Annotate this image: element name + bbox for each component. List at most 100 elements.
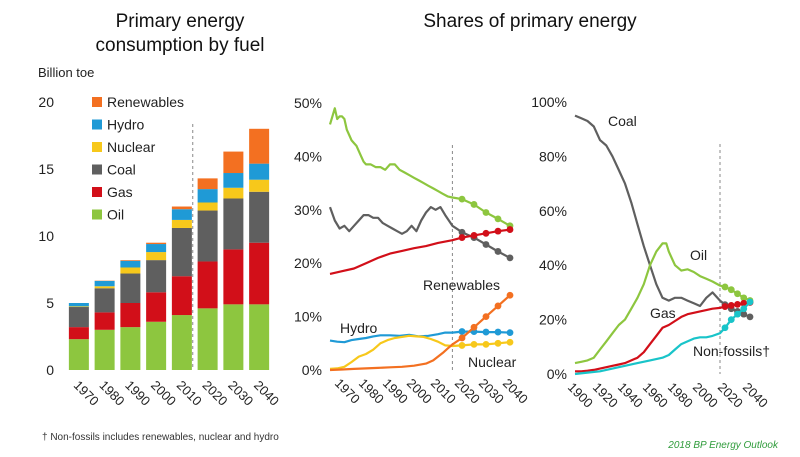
bar-segment-gas-1980 [94, 312, 115, 330]
bar-segment-gas-2040 [249, 242, 270, 305]
bar-segment-gas-2010 [171, 276, 192, 316]
bar-segment-oil-2030 [223, 304, 244, 370]
y-tick-label: 40% [539, 257, 567, 273]
x-tick-label: 1900 [565, 380, 596, 411]
bar-segment-hydro-1970 [68, 303, 89, 307]
y-tick-label: 20 [38, 94, 54, 110]
series-line-oil [574, 242, 751, 365]
bar-segment-renewables-2030 [223, 151, 244, 174]
bar-segment-gas-2030 [223, 249, 244, 305]
series-label-nuclear: Nuclear [468, 354, 517, 370]
series-line-oil [328, 107, 511, 227]
bar-segment-renewables-2000 [146, 242, 167, 245]
point-coal-2040 [746, 313, 754, 321]
bar-segment-renewables-2040 [249, 128, 270, 164]
bar-segment-renewables-2010 [171, 206, 192, 210]
unit-label: Billion toe [38, 65, 95, 80]
legend-swatch-renewables [92, 97, 102, 107]
bar-segment-coal-1970 [68, 307, 89, 328]
bar-segment-oil-1970 [68, 339, 89, 370]
bar-segment-coal-2010 [171, 227, 192, 277]
bar-segment-renewables-2020 [197, 178, 218, 190]
y-tick-label: 30% [294, 202, 322, 218]
point-oil-2035 [740, 294, 748, 302]
bar-segment-hydro-2030 [223, 173, 244, 188]
series-line-gas [575, 301, 751, 373]
bar-segment-nuclear-1990 [120, 267, 141, 274]
point-oil-2030 [482, 209, 490, 216]
point-nonfossils-2020 [721, 324, 729, 332]
bar-segment-oil-2010 [171, 315, 192, 370]
bar-segment-oil-1980 [94, 329, 115, 370]
bar-segment-nuclear-1970 [68, 306, 89, 308]
series-label-non-fossils: Non-fossils† [693, 343, 770, 359]
bar-segment-coal-1990 [120, 273, 141, 303]
line-chart-shares-1965-2040: 0% 10% 20% 30% 40% 50% 19701980199020002010202… [294, 95, 531, 407]
y-tick-label: 60% [539, 203, 567, 219]
point-nonfossils-2035 [740, 305, 748, 313]
x-tick-label: 2040 [740, 380, 771, 411]
point-oil-2020 [458, 195, 466, 203]
point-renewables-2040 [506, 291, 514, 299]
shares-title: Shares of primary energy [423, 11, 637, 32]
legend-swatch-nuclear [92, 142, 102, 152]
x-tick-label: 2010 [174, 378, 205, 409]
series-line-nonfossils [574, 301, 751, 376]
y-tick-label: 100% [531, 94, 567, 110]
point-nonfossils-2030 [734, 310, 741, 318]
x-tick-label: 1970 [71, 378, 102, 409]
series-line-gas [329, 228, 511, 275]
x-tick-label: 2030 [476, 376, 507, 407]
bar-segment-coal-2020 [197, 210, 218, 262]
point-coal-2040 [506, 254, 514, 262]
legend-label-renewables: Renewables [107, 94, 184, 110]
point-gas-2020 [721, 303, 729, 310]
point-hydro-2035 [494, 328, 502, 336]
point-oil-2025 [727, 286, 735, 294]
point-nonfossils-2025 [727, 316, 735, 323]
y-tick-label: 20% [294, 255, 322, 271]
point-coal-2030 [482, 241, 490, 248]
point-gas-2040 [506, 226, 514, 233]
bar-segment-hydro-1980 [94, 280, 115, 287]
x-tick-label: 2020 [452, 376, 483, 407]
bar-segment-coal-2040 [249, 191, 270, 243]
series-line-nuclear [329, 334, 511, 370]
footnote: † Non-fossils includes renewables, nucle… [42, 432, 279, 443]
x-tick-label: 2000 [404, 376, 435, 407]
point-nuclear-2040 [506, 338, 514, 346]
point-hydro-2020 [458, 328, 466, 335]
legend-label-oil: Oil [107, 207, 124, 223]
x-tick-label: 1990 [380, 376, 411, 407]
bar-segment-oil-2000 [146, 321, 167, 370]
series-line-coal [328, 206, 511, 259]
legend-label-hydro: Hydro [107, 117, 145, 133]
legend-label-coal: Coal [107, 162, 136, 178]
left-chart-title: Primary energy consumption by fuel [95, 11, 265, 56]
series-label-gas: Gas [650, 305, 676, 321]
x-tick-label: 2020 [200, 378, 231, 409]
point-coal-2020 [458, 228, 466, 236]
point-nuclear-2020 [458, 342, 466, 349]
bar-segment-hydro-2020 [197, 189, 218, 203]
bar-segment-coal-2000 [146, 260, 167, 293]
y-tick-label: 80% [539, 148, 567, 164]
point-renewables-2035 [494, 302, 502, 310]
point-nuclear-2025 [470, 340, 478, 348]
x-tick-label: 2010 [428, 376, 459, 407]
bar-segment-nuclear-2040 [249, 179, 270, 192]
point-gas-2020 [458, 234, 466, 241]
y-tick-label: 0% [302, 362, 322, 378]
point-hydro-2040 [506, 329, 514, 337]
bar-segment-coal-1980 [94, 288, 115, 313]
x-tick-label: 2020 [715, 380, 746, 411]
y-tick-label: 10% [294, 309, 322, 325]
point-oil-2030 [734, 290, 741, 298]
x-tick-label: 1940 [615, 380, 646, 411]
x-tick-label: 2000 [148, 378, 179, 409]
y-tick-label: 15 [38, 161, 54, 177]
y-tick-label: 50% [294, 95, 322, 111]
series-label-oil: Oil [690, 247, 707, 263]
point-renewables-2025 [470, 323, 478, 331]
